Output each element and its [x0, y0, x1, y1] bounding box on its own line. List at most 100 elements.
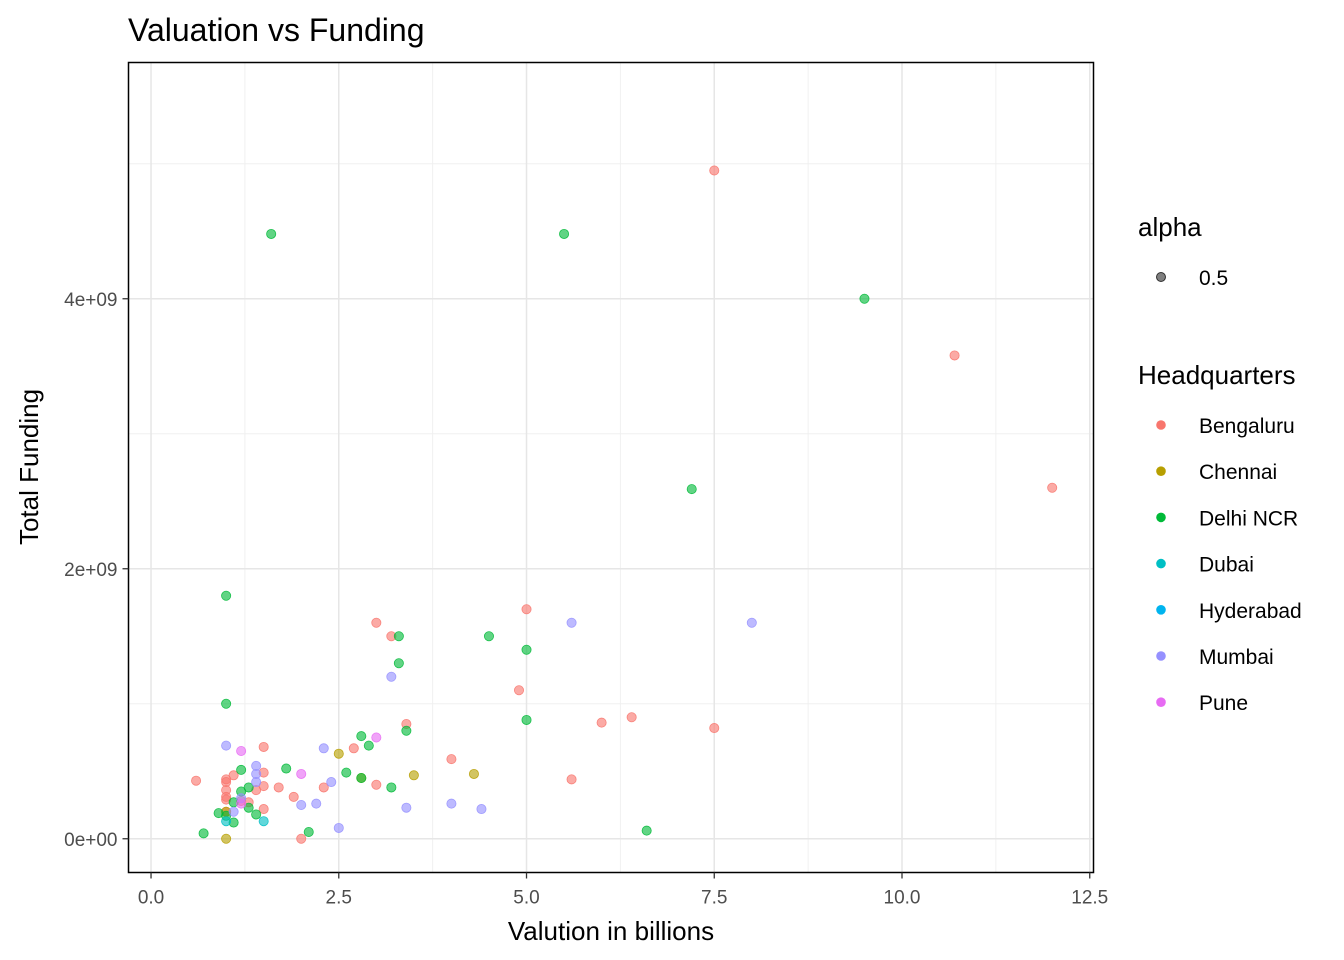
legend-label-hyderabad: Hyderabad [1199, 600, 1302, 623]
data-point-delhi-ncr [198, 828, 209, 839]
data-point-mumbai [333, 822, 344, 833]
data-point-mumbai [476, 804, 487, 815]
data-point-bengaluru [348, 743, 359, 754]
data-point-bengaluru [258, 741, 269, 752]
y-tick-label: 4e+09 [64, 290, 117, 311]
data-point-bengaluru [566, 774, 577, 785]
data-point-bengaluru [258, 804, 269, 815]
data-point-delhi-ncr [303, 827, 314, 838]
data-point-bengaluru [318, 782, 329, 793]
data-point-chennai [221, 833, 232, 844]
data-point-mumbai [318, 743, 329, 754]
data-point-delhi-ncr [521, 644, 532, 655]
data-point-delhi-ncr [386, 782, 397, 793]
data-point-bengaluru [288, 791, 299, 802]
data-point-mumbai [296, 800, 307, 811]
data-point-mumbai [386, 671, 397, 682]
data-point-mumbai [228, 806, 239, 817]
data-point-bengaluru [371, 617, 382, 628]
points-layer [191, 165, 1058, 844]
data-point-bengaluru [296, 833, 307, 844]
data-point-bengaluru [514, 685, 525, 696]
data-point-pune [236, 798, 247, 809]
data-point-delhi-ncr [213, 808, 224, 819]
data-point-bengaluru [1047, 482, 1058, 493]
data-point-dubai [258, 816, 269, 827]
legend-label-delhi-ncr: Delhi NCR [1199, 507, 1298, 530]
legend-label-dubai: Dubai [1199, 554, 1254, 577]
data-point-pune [296, 768, 307, 779]
data-point-mumbai [311, 798, 322, 809]
data-point-bengaluru [949, 350, 960, 361]
data-point-mumbai [221, 740, 232, 751]
data-point-delhi-ncr [221, 698, 232, 709]
data-point-delhi-ncr [686, 484, 697, 495]
data-point-mumbai [251, 777, 262, 788]
alpha-legend: alpha 0.5 [1138, 212, 1228, 290]
grid-layer [128, 62, 1094, 873]
data-point-pune [236, 746, 247, 757]
data-point-bengaluru [371, 779, 382, 790]
legend-key-chennai [1156, 466, 1166, 477]
alpha-legend-label: 0.5 [1199, 267, 1228, 290]
data-point-delhi-ncr [363, 740, 374, 751]
x-tick-label: 0.0 [138, 888, 164, 909]
x-tick-label: 7.5 [701, 888, 727, 909]
data-point-bengaluru [191, 775, 202, 786]
data-point-bengaluru [709, 165, 720, 176]
data-point-delhi-ncr [356, 731, 367, 742]
data-point-delhi-ncr [266, 228, 277, 239]
data-point-delhi-ncr [281, 763, 292, 774]
data-point-mumbai [566, 617, 577, 628]
data-point-bengaluru [521, 604, 532, 615]
headquarters-legend-title: Headquarters [1138, 360, 1296, 390]
data-point-bengaluru [626, 712, 637, 723]
x-tick-label: 12.5 [1071, 888, 1108, 909]
data-point-delhi-ncr [251, 809, 262, 820]
headquarters-legend: Headquarters Bengaluru Chennai Delhi NCR Du… [1138, 360, 1302, 715]
y-axis-title: Total Funding [14, 389, 44, 545]
data-point-delhi-ncr [401, 725, 412, 736]
data-point-delhi-ncr [341, 767, 352, 778]
legend-key-hyderabad [1156, 605, 1166, 615]
data-point-delhi-ncr [641, 825, 652, 836]
legend-label-chennai: Chennai [1199, 461, 1277, 484]
legend-key-mumbai [1156, 651, 1166, 661]
legend-key-bengaluru [1156, 420, 1166, 430]
chart-title: Valuation vs Funding [128, 12, 424, 48]
data-point-delhi-ncr [356, 773, 367, 784]
x-axis-title: Valution in billions [508, 916, 714, 946]
x-tick-label: 5.0 [513, 888, 539, 909]
legend-key-delhi-ncr [1156, 512, 1166, 523]
data-point-delhi-ncr [393, 631, 404, 642]
data-point-mumbai [446, 798, 457, 809]
data-point-bengaluru [273, 782, 284, 793]
y-tick-label: 2e+09 [64, 560, 117, 581]
x-tick-label: 2.5 [326, 888, 352, 909]
data-point-chennai [468, 768, 479, 779]
ticks-layer: 0.0 2.5 5.0 7.5 10.0 12.5 0e+00 2e+09 4e+09 [64, 290, 1108, 909]
data-point-mumbai [746, 617, 757, 628]
legend-label-mumbai: Mumbai [1199, 646, 1274, 669]
legend-key-dubai [1156, 558, 1166, 569]
data-point-mumbai [401, 802, 412, 813]
legend-label-bengaluru: Bengaluru [1199, 415, 1295, 438]
data-point-delhi-ncr [559, 228, 570, 239]
data-point-mumbai [326, 777, 337, 788]
alpha-legend-title: alpha [1138, 212, 1202, 242]
plot-panel-border [127, 61, 1095, 874]
alpha-legend-key [1156, 272, 1166, 282]
data-point-chennai [333, 748, 344, 759]
data-point-delhi-ncr [483, 631, 494, 642]
x-tick-label: 10.0 [884, 888, 921, 909]
data-point-chennai [408, 770, 419, 781]
legend-label-pune: Pune [1199, 692, 1248, 715]
data-point-delhi-ncr [236, 764, 247, 775]
data-point-bengaluru [709, 723, 720, 734]
data-point-bengaluru [446, 754, 457, 765]
data-point-bengaluru [596, 717, 607, 728]
y-tick-label: 0e+00 [64, 830, 117, 851]
data-point-delhi-ncr [393, 658, 404, 669]
data-point-delhi-ncr [521, 714, 532, 725]
